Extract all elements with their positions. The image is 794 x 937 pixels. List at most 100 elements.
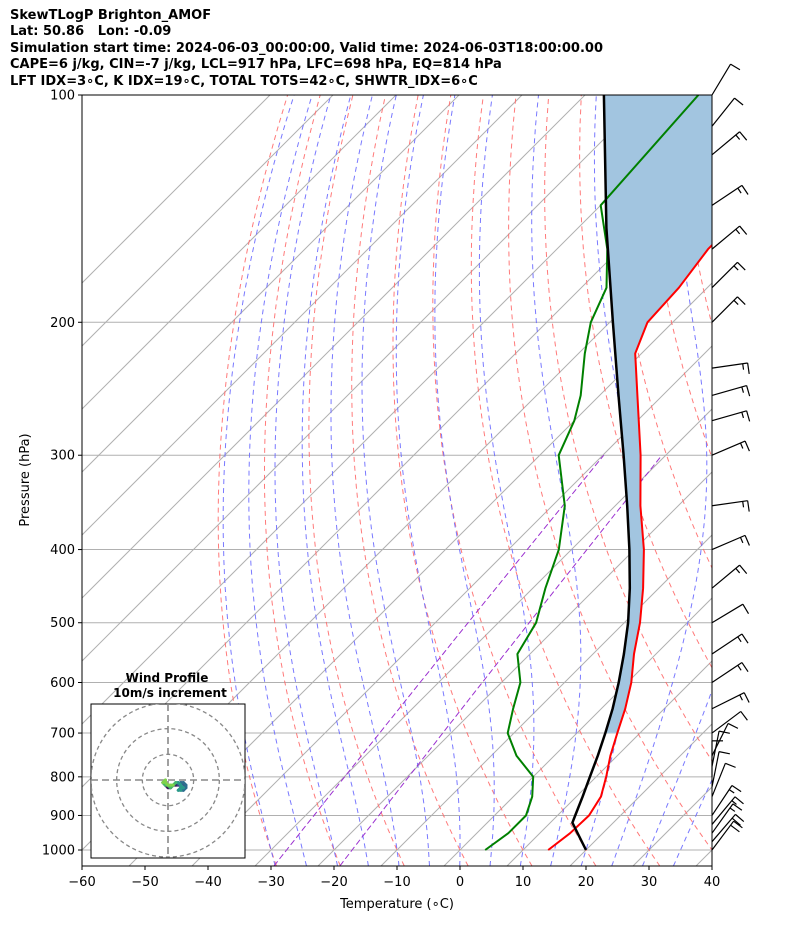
barb-half-flag: [737, 636, 742, 643]
barb-half-flag: [733, 299, 739, 306]
barb-half-flag: [741, 411, 745, 419]
moist-adiabat: [611, 95, 708, 866]
barb-half-flag: [739, 537, 744, 544]
barb-flag: [735, 813, 745, 822]
axis-ticks: −60 −50 −40 −30 −20 −10 0 10 20 30 40 100 200 300 400 5…: [42, 89, 720, 891]
dry-adiabat: [508, 95, 712, 851]
barb-flag: [746, 410, 751, 422]
barb-flag: [740, 711, 748, 721]
barb-flag: [731, 817, 741, 826]
barb-half-flag: [742, 363, 745, 370]
moist-adiabat: [395, 95, 461, 866]
moist-adiabat: [274, 95, 338, 866]
x-tick-label: −20: [320, 875, 347, 890]
hodograph-ring: [91, 704, 245, 858]
barb-flag: [741, 662, 749, 673]
hodograph-title: Wind Profile: [126, 671, 209, 685]
wind-barb: [711, 803, 743, 834]
barb-staff: [711, 751, 720, 788]
barb-staff: [711, 633, 743, 655]
barb-staff: [711, 184, 743, 206]
moist-adiabat: [478, 95, 535, 866]
x-tick-label: −60: [68, 875, 95, 890]
barb-half-flag: [735, 228, 741, 235]
wind-barb: [711, 710, 748, 734]
barb-half-flag: [737, 664, 742, 671]
dry-adiabat: [711, 95, 712, 105]
moist-adiabat: [672, 778, 712, 866]
moist-adiabat: [222, 95, 295, 866]
wind-barb: [711, 261, 746, 289]
wind-barb: [711, 97, 744, 127]
barb-half-flag: [728, 789, 735, 794]
header-line-1: SkewTLogP Brighton_AMOF: [10, 8, 212, 23]
dry-adiabat: [579, 95, 712, 669]
wind-barb: [711, 796, 744, 825]
y-axis-label: Pressure (hPa): [18, 433, 33, 526]
barb-flag: [733, 820, 743, 829]
barb-flag: [727, 722, 739, 729]
barb-half-flag: [742, 501, 745, 508]
x-tick-label: 20: [578, 875, 595, 890]
isotherm-line: [82, 95, 460, 473]
dry-adiabat: [308, 95, 405, 866]
barb-half-flag: [739, 694, 743, 701]
barb-staff: [711, 410, 747, 422]
dry-adiabat: [217, 95, 289, 866]
hodograph-subtitle: 10m/s increment: [113, 686, 227, 700]
barb-flag: [739, 564, 748, 574]
barb-half-flag: [729, 807, 736, 812]
barb-flag: [732, 803, 743, 811]
x-tick-label: 30: [641, 875, 658, 890]
y-tick-label: 100: [50, 89, 75, 104]
barb-flag: [747, 362, 750, 374]
barb-flag: [725, 762, 736, 768]
barb-flag: [718, 751, 730, 755]
profiles: [484, 95, 712, 851]
parcel-profile: [571, 95, 632, 851]
barb-staff: [711, 662, 743, 684]
y-tick-label: 300: [50, 449, 75, 464]
barb-staff: [711, 803, 734, 834]
barb-flag: [744, 535, 750, 546]
moist-adiabat: [301, 95, 369, 866]
barb-staff: [711, 384, 747, 397]
moist-adiabat: [361, 95, 430, 866]
x-tick-label: −50: [131, 875, 158, 890]
isotherm-line: [443, 597, 712, 866]
y-tick-label: 200: [50, 316, 75, 331]
background-lines: [82, 95, 794, 866]
wind-barb: [711, 500, 750, 512]
barb-half-flag: [737, 187, 742, 194]
y-tick-label: 1000: [42, 844, 75, 859]
barb-flag: [737, 261, 746, 271]
x-axis-label: Temperature (∘C): [339, 897, 454, 912]
isotherm-line: [506, 660, 712, 866]
dewpoint-profile: [484, 95, 700, 851]
x-tick-label: −10: [383, 875, 410, 890]
wind-barb: [711, 662, 749, 684]
x-tick-label: −40: [194, 875, 221, 890]
barb-flag: [743, 692, 750, 703]
dry-adiabat: [744, 95, 794, 866]
isotherm-line: [82, 95, 586, 599]
isotherm-line: [82, 95, 712, 725]
y-tick-label: 500: [50, 616, 75, 631]
moist-adiabat: [531, 95, 582, 866]
barb-staff: [711, 131, 741, 156]
barb-flag: [718, 730, 730, 734]
barb-half-flag: [735, 567, 741, 574]
wind-barbs: [711, 63, 751, 851]
wind-barb: [711, 692, 750, 710]
barb-staff: [711, 692, 745, 710]
y-tick-label: 400: [50, 543, 75, 558]
moist-adiabat: [642, 689, 712, 866]
barb-half-flag: [735, 134, 741, 140]
barb-flag: [741, 185, 749, 195]
wind-barb: [711, 440, 750, 456]
wind-barb: [711, 813, 745, 843]
wind-barb: [711, 785, 742, 816]
barb-flag: [744, 440, 750, 452]
wind-barb: [711, 722, 739, 756]
barb-flag: [742, 603, 750, 614]
